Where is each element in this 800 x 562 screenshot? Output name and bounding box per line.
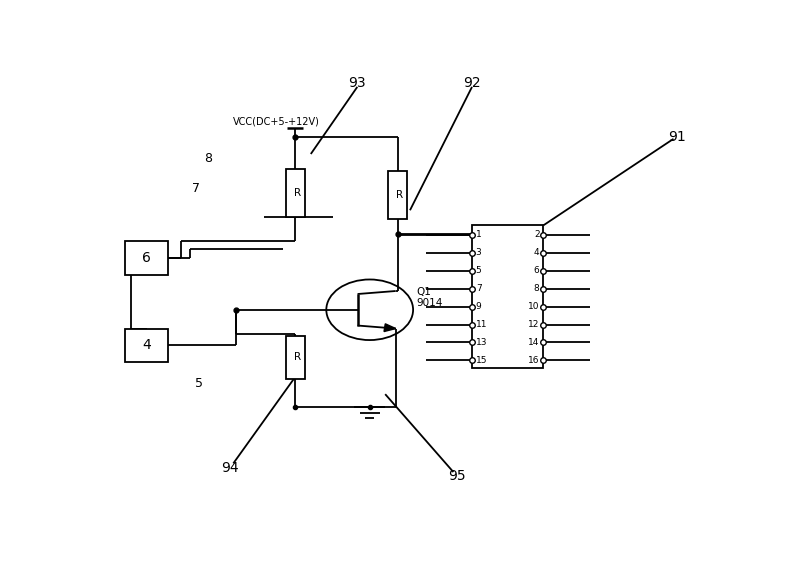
Text: 93: 93 — [349, 75, 366, 89]
Text: 9: 9 — [476, 302, 482, 311]
Text: 13: 13 — [476, 338, 487, 347]
Text: 94: 94 — [222, 461, 239, 475]
Text: VCC(DC+5-+12V): VCC(DC+5-+12V) — [234, 116, 320, 126]
Text: 16: 16 — [528, 356, 539, 365]
Text: 6: 6 — [534, 266, 539, 275]
Text: 4: 4 — [142, 338, 151, 352]
Text: 15: 15 — [476, 356, 487, 365]
Text: 5: 5 — [476, 266, 482, 275]
Text: Q1: Q1 — [416, 288, 431, 297]
Text: 7: 7 — [192, 182, 200, 195]
Text: 2: 2 — [534, 230, 539, 239]
Text: R: R — [294, 188, 301, 198]
Text: 14: 14 — [528, 338, 539, 347]
Bar — [286, 336, 305, 379]
Text: 6: 6 — [142, 251, 151, 265]
Text: 92: 92 — [463, 75, 481, 89]
Text: 5: 5 — [195, 377, 203, 390]
Bar — [388, 171, 407, 219]
Polygon shape — [384, 324, 396, 332]
Text: 3: 3 — [476, 248, 482, 257]
Text: 4: 4 — [534, 248, 539, 257]
Text: R: R — [396, 190, 403, 200]
Text: R: R — [294, 352, 301, 362]
Text: 9014: 9014 — [416, 298, 442, 309]
Text: 10: 10 — [528, 302, 539, 311]
Text: 1: 1 — [476, 230, 482, 239]
Text: 91: 91 — [668, 130, 686, 144]
Bar — [472, 225, 543, 368]
Text: 95: 95 — [448, 469, 466, 483]
Text: 11: 11 — [476, 320, 487, 329]
Text: 8: 8 — [205, 152, 213, 165]
Bar — [286, 169, 305, 217]
Text: 7: 7 — [476, 284, 482, 293]
Bar — [125, 329, 168, 362]
Text: 12: 12 — [528, 320, 539, 329]
Text: 8: 8 — [534, 284, 539, 293]
Bar — [125, 241, 168, 275]
